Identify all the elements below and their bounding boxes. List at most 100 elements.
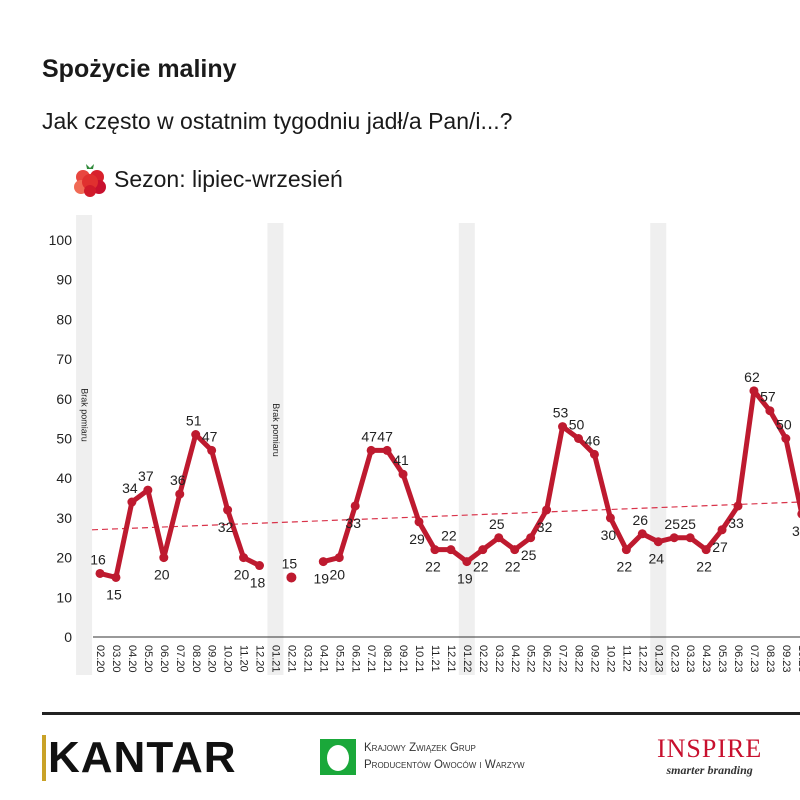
- data-label: 50: [776, 417, 792, 433]
- data-point: [398, 469, 408, 479]
- x-tick-label: 11.20: [238, 645, 250, 672]
- y-tick-label: 40: [56, 470, 72, 486]
- data-point: [350, 501, 360, 511]
- data-point: [510, 545, 520, 555]
- kzg-line2: Producentów Owoców i Warzyw: [364, 759, 525, 771]
- data-point: [574, 434, 583, 443]
- inspire-name: INSPIRE: [657, 734, 763, 763]
- data-label: 47: [202, 428, 218, 444]
- data-point: [637, 529, 647, 539]
- kzg-line1: Krajowy Związek Grup: [364, 742, 476, 754]
- x-tick-label: 03.23: [684, 645, 696, 673]
- data-label: 25: [680, 516, 696, 532]
- trend-line: [91, 501, 800, 531]
- data-label: 50: [569, 417, 585, 433]
- x-tick-label: 10.22: [604, 645, 616, 673]
- data-label: 34: [122, 480, 138, 496]
- x-tick-label: 09.20: [206, 645, 218, 673]
- x-tick-label: 06.23: [732, 645, 744, 673]
- data-label: 32: [218, 519, 234, 535]
- data-label: 57: [760, 389, 776, 405]
- x-tick-label: 04.22: [509, 645, 521, 673]
- data-point: [558, 422, 568, 432]
- data-point: [701, 545, 711, 555]
- data-label: 22: [505, 559, 521, 575]
- y-tick-label: 30: [56, 510, 72, 526]
- data-label: 37: [138, 468, 154, 484]
- data-label: 22: [473, 559, 489, 575]
- x-tick-label: 03.22: [493, 645, 505, 673]
- x-tick-label: 06.20: [158, 645, 170, 673]
- data-label: 20: [154, 567, 170, 583]
- data-point: [239, 553, 249, 563]
- data-point: [765, 406, 775, 416]
- data-label: 53: [553, 405, 569, 421]
- x-tick-label: 03.21: [301, 645, 313, 673]
- x-tick-label: 07.23: [748, 645, 760, 673]
- y-tick-label: 70: [56, 351, 72, 367]
- data-point: [191, 430, 201, 440]
- series-line: [99, 432, 261, 580]
- data-point: [462, 557, 472, 567]
- data-label: 33: [345, 515, 361, 531]
- data-label: 20: [234, 567, 250, 583]
- data-label: 33: [728, 515, 744, 531]
- x-tick-label: 04.20: [126, 645, 138, 673]
- data-label: 47: [377, 428, 393, 444]
- y-tick-label: 90: [56, 272, 72, 288]
- data-label: 27: [712, 539, 728, 555]
- x-tick-label: 02.20: [94, 645, 106, 673]
- x-tick-label: 10.20: [222, 645, 234, 673]
- data-point: [95, 568, 105, 578]
- x-tick-label: 05.21: [333, 645, 345, 673]
- data-label: 32: [537, 519, 553, 535]
- data-label: 30: [601, 527, 617, 543]
- data-point: [605, 513, 615, 523]
- x-tick-label: 06.22: [541, 645, 553, 673]
- shaded-band: [267, 223, 284, 675]
- data-point: [749, 386, 759, 396]
- x-tick-label: 10.21: [413, 645, 425, 673]
- data-label: 19: [314, 571, 330, 587]
- kzg-logo: Krajowy Związek Grup Producentów Owoców …: [320, 739, 525, 775]
- data-label: 62: [744, 369, 760, 385]
- kzg-emblem: [320, 739, 356, 775]
- data-label: 29: [409, 531, 425, 547]
- data-label: 36: [170, 472, 186, 488]
- data-point: [318, 557, 328, 567]
- data-point: [414, 517, 424, 527]
- x-tick-label: 10.23: [796, 645, 800, 673]
- x-tick-label: 02.23: [668, 645, 680, 673]
- page-title: Spożycie maliny: [42, 55, 237, 83]
- kantar-logo: KANTAR: [42, 735, 237, 781]
- x-tick-label: 11.22: [620, 645, 632, 672]
- data-point: [127, 497, 137, 507]
- raspberry-icon: [74, 164, 106, 197]
- data-label: 15: [282, 555, 298, 571]
- x-tick-label: 04.23: [700, 645, 712, 673]
- data-point: [255, 561, 264, 571]
- y-tick-label: 100: [49, 232, 73, 248]
- x-tick-label: 03.20: [110, 645, 122, 673]
- data-point: [621, 545, 631, 555]
- x-tick-label: 08.22: [573, 645, 585, 673]
- data-label: 25: [664, 516, 680, 532]
- x-tick-label: 01.22: [461, 645, 473, 673]
- data-label: 22: [425, 559, 441, 575]
- data-point: [685, 533, 695, 543]
- data-point: [430, 545, 440, 555]
- data-point: [542, 505, 552, 515]
- x-tick-label: 02.21: [285, 645, 297, 673]
- data-label: 47: [361, 428, 377, 444]
- no-measurement-label: Brak pomiaru: [80, 388, 90, 442]
- data-label: 15: [106, 586, 122, 602]
- x-tick-label: 07.21: [365, 645, 377, 673]
- x-tick-label: 09.21: [397, 645, 409, 673]
- data-point: [478, 545, 488, 555]
- data-point: [366, 445, 376, 455]
- data-point: [143, 485, 153, 495]
- season-label: Sezon: lipiec-wrzesień: [114, 165, 343, 192]
- x-tick-label: 04.21: [317, 645, 329, 673]
- data-point: [382, 445, 392, 455]
- x-tick-label: 09.23: [780, 645, 792, 673]
